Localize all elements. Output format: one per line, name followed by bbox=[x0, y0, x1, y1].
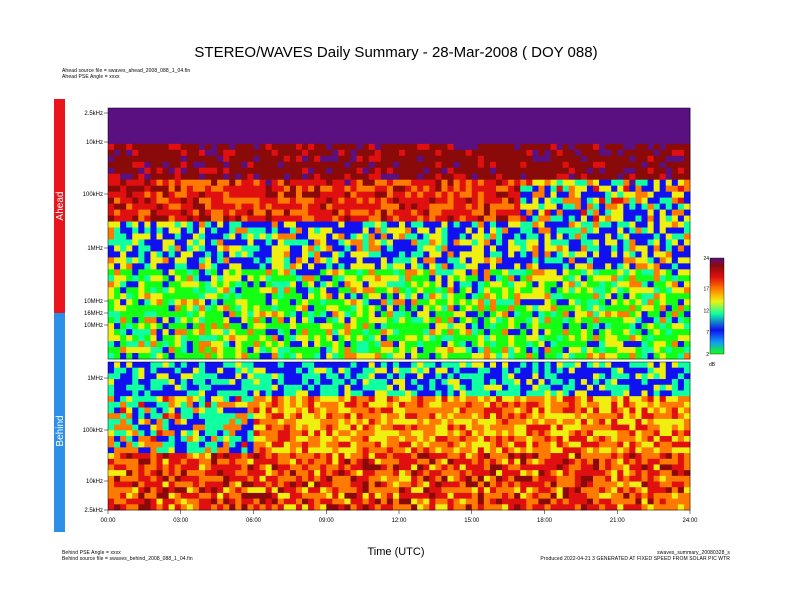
summary-file: swaves_summary_20080328_s bbox=[657, 550, 730, 556]
y-tick-label: 16MHz bbox=[84, 311, 103, 317]
y-tick-label: 100kHz bbox=[83, 192, 103, 198]
y-tick-label: 1MHz bbox=[87, 376, 103, 382]
x-tick-label: 24:00 bbox=[682, 518, 698, 524]
ahead-side-bar bbox=[54, 99, 65, 313]
behind-pse-angle: Behind PSE Angle = xxxx bbox=[62, 550, 121, 556]
x-axis-ticks: 00:00 03:00 06:00 09:00 12:00 15:00 18:00 21:00… bbox=[100, 510, 698, 524]
y-axis-ticks: 2.5kHz 10kHz 100kHz 1MHz 10MHz 16MHz 10MHz 1MHz… bbox=[83, 111, 108, 514]
y-tick-label: 10kHz bbox=[86, 140, 103, 146]
ahead-side-label: Ahead bbox=[55, 192, 66, 221]
x-tick-label: 21:00 bbox=[610, 518, 626, 524]
x-tick-label: 00:00 bbox=[100, 518, 116, 524]
ahead-plot-frame bbox=[107, 107, 691, 360]
y-tick-label: 2.5kHz bbox=[84, 111, 103, 117]
y-tick-label: 10MHz bbox=[84, 299, 103, 305]
behind-source-file: Behind source file = swaves_behind_2008_… bbox=[62, 556, 193, 562]
y-tick-label: 2.5kHz bbox=[84, 508, 103, 514]
y-tick-label: 1MHz bbox=[87, 246, 103, 252]
ahead-pse-angle: Ahead PSE Angle = xxxx bbox=[62, 74, 120, 80]
colorbar bbox=[709, 257, 725, 355]
behind-spectrogram bbox=[108, 362, 691, 511]
ahead-source-file: Ahead source file = swaves_ahead_2008_08… bbox=[62, 68, 191, 74]
chart-title: STEREO/WAVES Daily Summary - 28-Mar-2008… bbox=[194, 44, 598, 61]
colorbar-unit: dB bbox=[709, 362, 716, 368]
y-tick-label: 100kHz bbox=[83, 428, 103, 434]
ahead-spectrogram bbox=[108, 108, 691, 360]
behind-side-bar bbox=[54, 313, 65, 532]
y-tick-label: 10kHz bbox=[86, 479, 103, 485]
colorbar-tick-label: 2 bbox=[706, 352, 709, 358]
x-tick-label: 12:00 bbox=[391, 518, 407, 524]
behind-side-label: Behind bbox=[55, 415, 66, 446]
colorbar-tick-label: 17 bbox=[703, 287, 709, 293]
colorbar-tick-label: 12 bbox=[703, 308, 709, 314]
colorbar-tick-label: 24 bbox=[703, 256, 709, 262]
colorbar-ticks: 24 17 12 7 2 bbox=[703, 256, 709, 358]
colorbar-tick-label: 7 bbox=[706, 330, 709, 336]
y-tick-label: 10MHz bbox=[84, 323, 103, 329]
produced-note: Produced 2022-04-21 3 GENERATED AT FIXED… bbox=[540, 556, 730, 562]
x-tick-label: 15:00 bbox=[464, 518, 480, 524]
x-axis-title: Time (UTC) bbox=[367, 546, 425, 558]
x-tick-label: 06:00 bbox=[246, 518, 262, 524]
x-tick-label: 18:00 bbox=[537, 518, 553, 524]
x-tick-label: 09:00 bbox=[319, 518, 335, 524]
x-tick-label: 03:00 bbox=[173, 518, 189, 524]
